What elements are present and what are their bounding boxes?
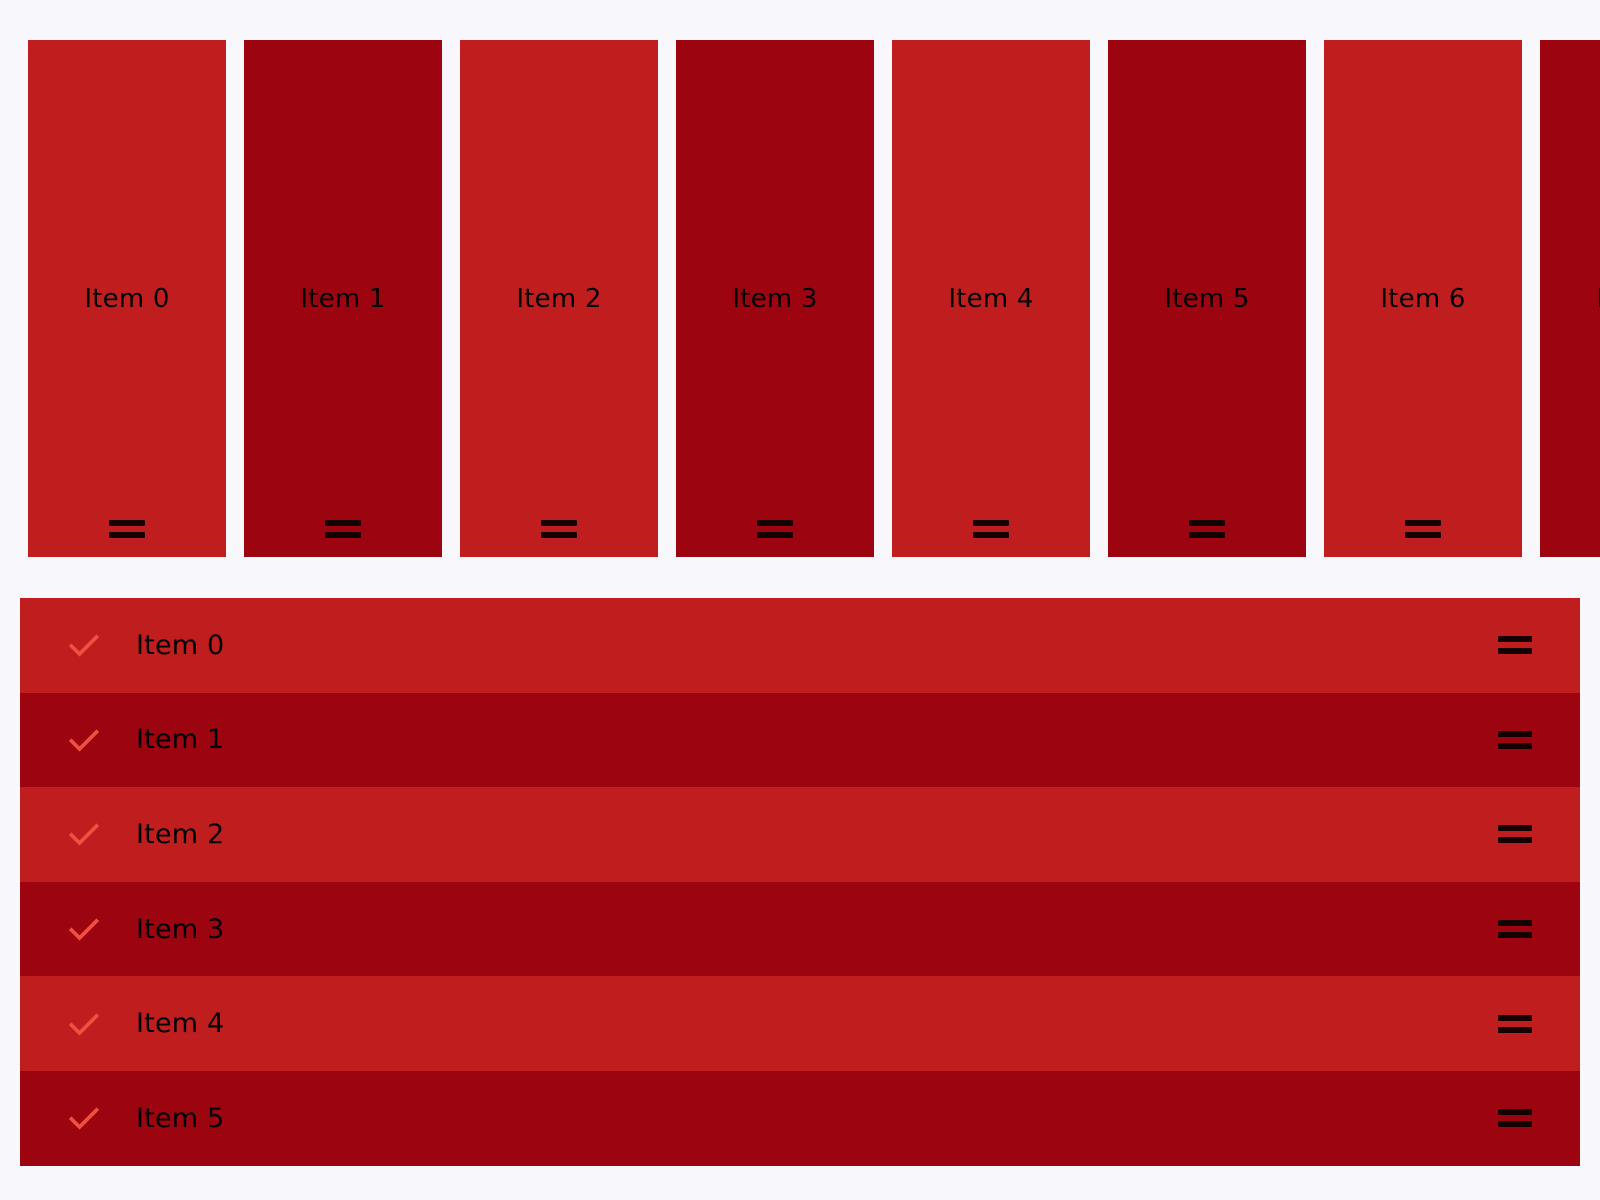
- drag-handle-icon[interactable]: [1498, 730, 1532, 750]
- card-label: Item 1: [300, 283, 386, 314]
- check-icon[interactable]: [64, 814, 104, 854]
- drag-handle-icon[interactable]: [1498, 1014, 1532, 1034]
- card-item[interactable]: Item 3: [676, 40, 874, 557]
- drag-handle-bar: [1405, 520, 1441, 526]
- drag-handle-bar: [109, 532, 145, 538]
- drag-handle-bar: [541, 532, 577, 538]
- drag-handle-bar: [973, 532, 1009, 538]
- drag-handle-bar: [1498, 1109, 1532, 1116]
- drag-handle-bar: [1498, 636, 1532, 643]
- drag-handle-bar: [1498, 837, 1532, 844]
- drag-handle-icon[interactable]: [1189, 519, 1225, 539]
- drag-handle-bar: [1189, 520, 1225, 526]
- drag-handle-bar: [1498, 1026, 1532, 1033]
- list-item-label: Item 1: [136, 724, 225, 756]
- check-icon[interactable]: [64, 625, 104, 665]
- drag-handle-icon[interactable]: [1498, 919, 1532, 939]
- vertical-item-list[interactable]: Item 0 Item 1 Item 2 Item 3 Item 4 Item 5: [20, 598, 1580, 1200]
- drag-handle-icon[interactable]: [541, 519, 577, 539]
- drag-handle-icon[interactable]: [1498, 635, 1532, 655]
- card-label: Item 6: [1380, 283, 1466, 314]
- drag-handle-bar: [757, 520, 793, 526]
- card-label: Item 5: [1164, 283, 1250, 314]
- drag-handle-bar: [973, 520, 1009, 526]
- drag-handle-bar: [1498, 920, 1532, 927]
- drag-handle-bar: [1189, 532, 1225, 538]
- list-item-label: Item 2: [136, 818, 225, 850]
- drag-handle-bar: [1498, 648, 1532, 655]
- drag-handle-bar: [1498, 1121, 1532, 1128]
- check-icon[interactable]: [64, 1004, 104, 1044]
- drag-handle-bar: [1498, 825, 1532, 832]
- drag-handle-icon[interactable]: [1498, 824, 1532, 844]
- drag-handle-bar: [109, 520, 145, 526]
- drag-handle-bar: [1498, 1014, 1532, 1021]
- card-item[interactable]: Item 5: [1108, 40, 1306, 557]
- drag-handle-bar: [1498, 742, 1532, 749]
- list-item[interactable]: Item 5: [20, 1070, 1580, 1166]
- list-item-label: Item 3: [136, 913, 225, 945]
- list-item-label: Item 5: [136, 1102, 225, 1134]
- drag-handle-icon[interactable]: [1405, 519, 1441, 539]
- drag-handle-bar: [325, 520, 361, 526]
- list-item[interactable]: Item 3: [20, 881, 1580, 977]
- list-item[interactable]: Item 0: [20, 598, 1580, 693]
- drag-handle-bar: [1405, 532, 1441, 538]
- drag-handle-icon[interactable]: [109, 519, 145, 539]
- card-item[interactable]: Item 2: [460, 40, 658, 557]
- card-label: Item 0: [84, 283, 170, 314]
- card-label: Item 3: [732, 283, 818, 314]
- card-label: Item 7: [1540, 286, 1600, 312]
- card-item[interactable]: Item 1: [244, 40, 442, 557]
- drag-handle-bar: [1498, 932, 1532, 939]
- list-item-label: Item 0: [136, 629, 225, 661]
- drag-handle-bar: [325, 532, 361, 538]
- list-item-label: Item 4: [136, 1008, 225, 1040]
- drag-handle-bar: [1498, 730, 1532, 737]
- card-label: Item 4: [948, 283, 1034, 314]
- card-item[interactable]: Item 0: [28, 40, 226, 557]
- drag-handle-bar: [757, 532, 793, 538]
- check-icon[interactable]: [64, 1098, 104, 1138]
- drag-handle-bar: [541, 520, 577, 526]
- list-item[interactable]: Item 1: [20, 692, 1580, 788]
- drag-handle-icon[interactable]: [325, 519, 361, 539]
- card-item[interactable]: Item 7: [1540, 40, 1600, 557]
- drag-handle-icon[interactable]: [757, 519, 793, 539]
- drag-handle-icon[interactable]: [973, 519, 1009, 539]
- list-item[interactable]: Item 2: [20, 787, 1580, 882]
- check-icon[interactable]: [64, 909, 104, 949]
- card-label: Item 2: [516, 283, 602, 314]
- drag-handle-icon[interactable]: [1498, 1108, 1532, 1128]
- card-item[interactable]: Item 4: [892, 40, 1090, 557]
- card-item[interactable]: Item 6: [1324, 40, 1522, 557]
- check-icon[interactable]: [64, 720, 104, 760]
- horizontal-card-strip[interactable]: Item 0 Item 1 Item 2 Item 3 Item 4 Item 5 Item…: [0, 40, 1600, 557]
- list-item[interactable]: Item 4: [20, 976, 1580, 1071]
